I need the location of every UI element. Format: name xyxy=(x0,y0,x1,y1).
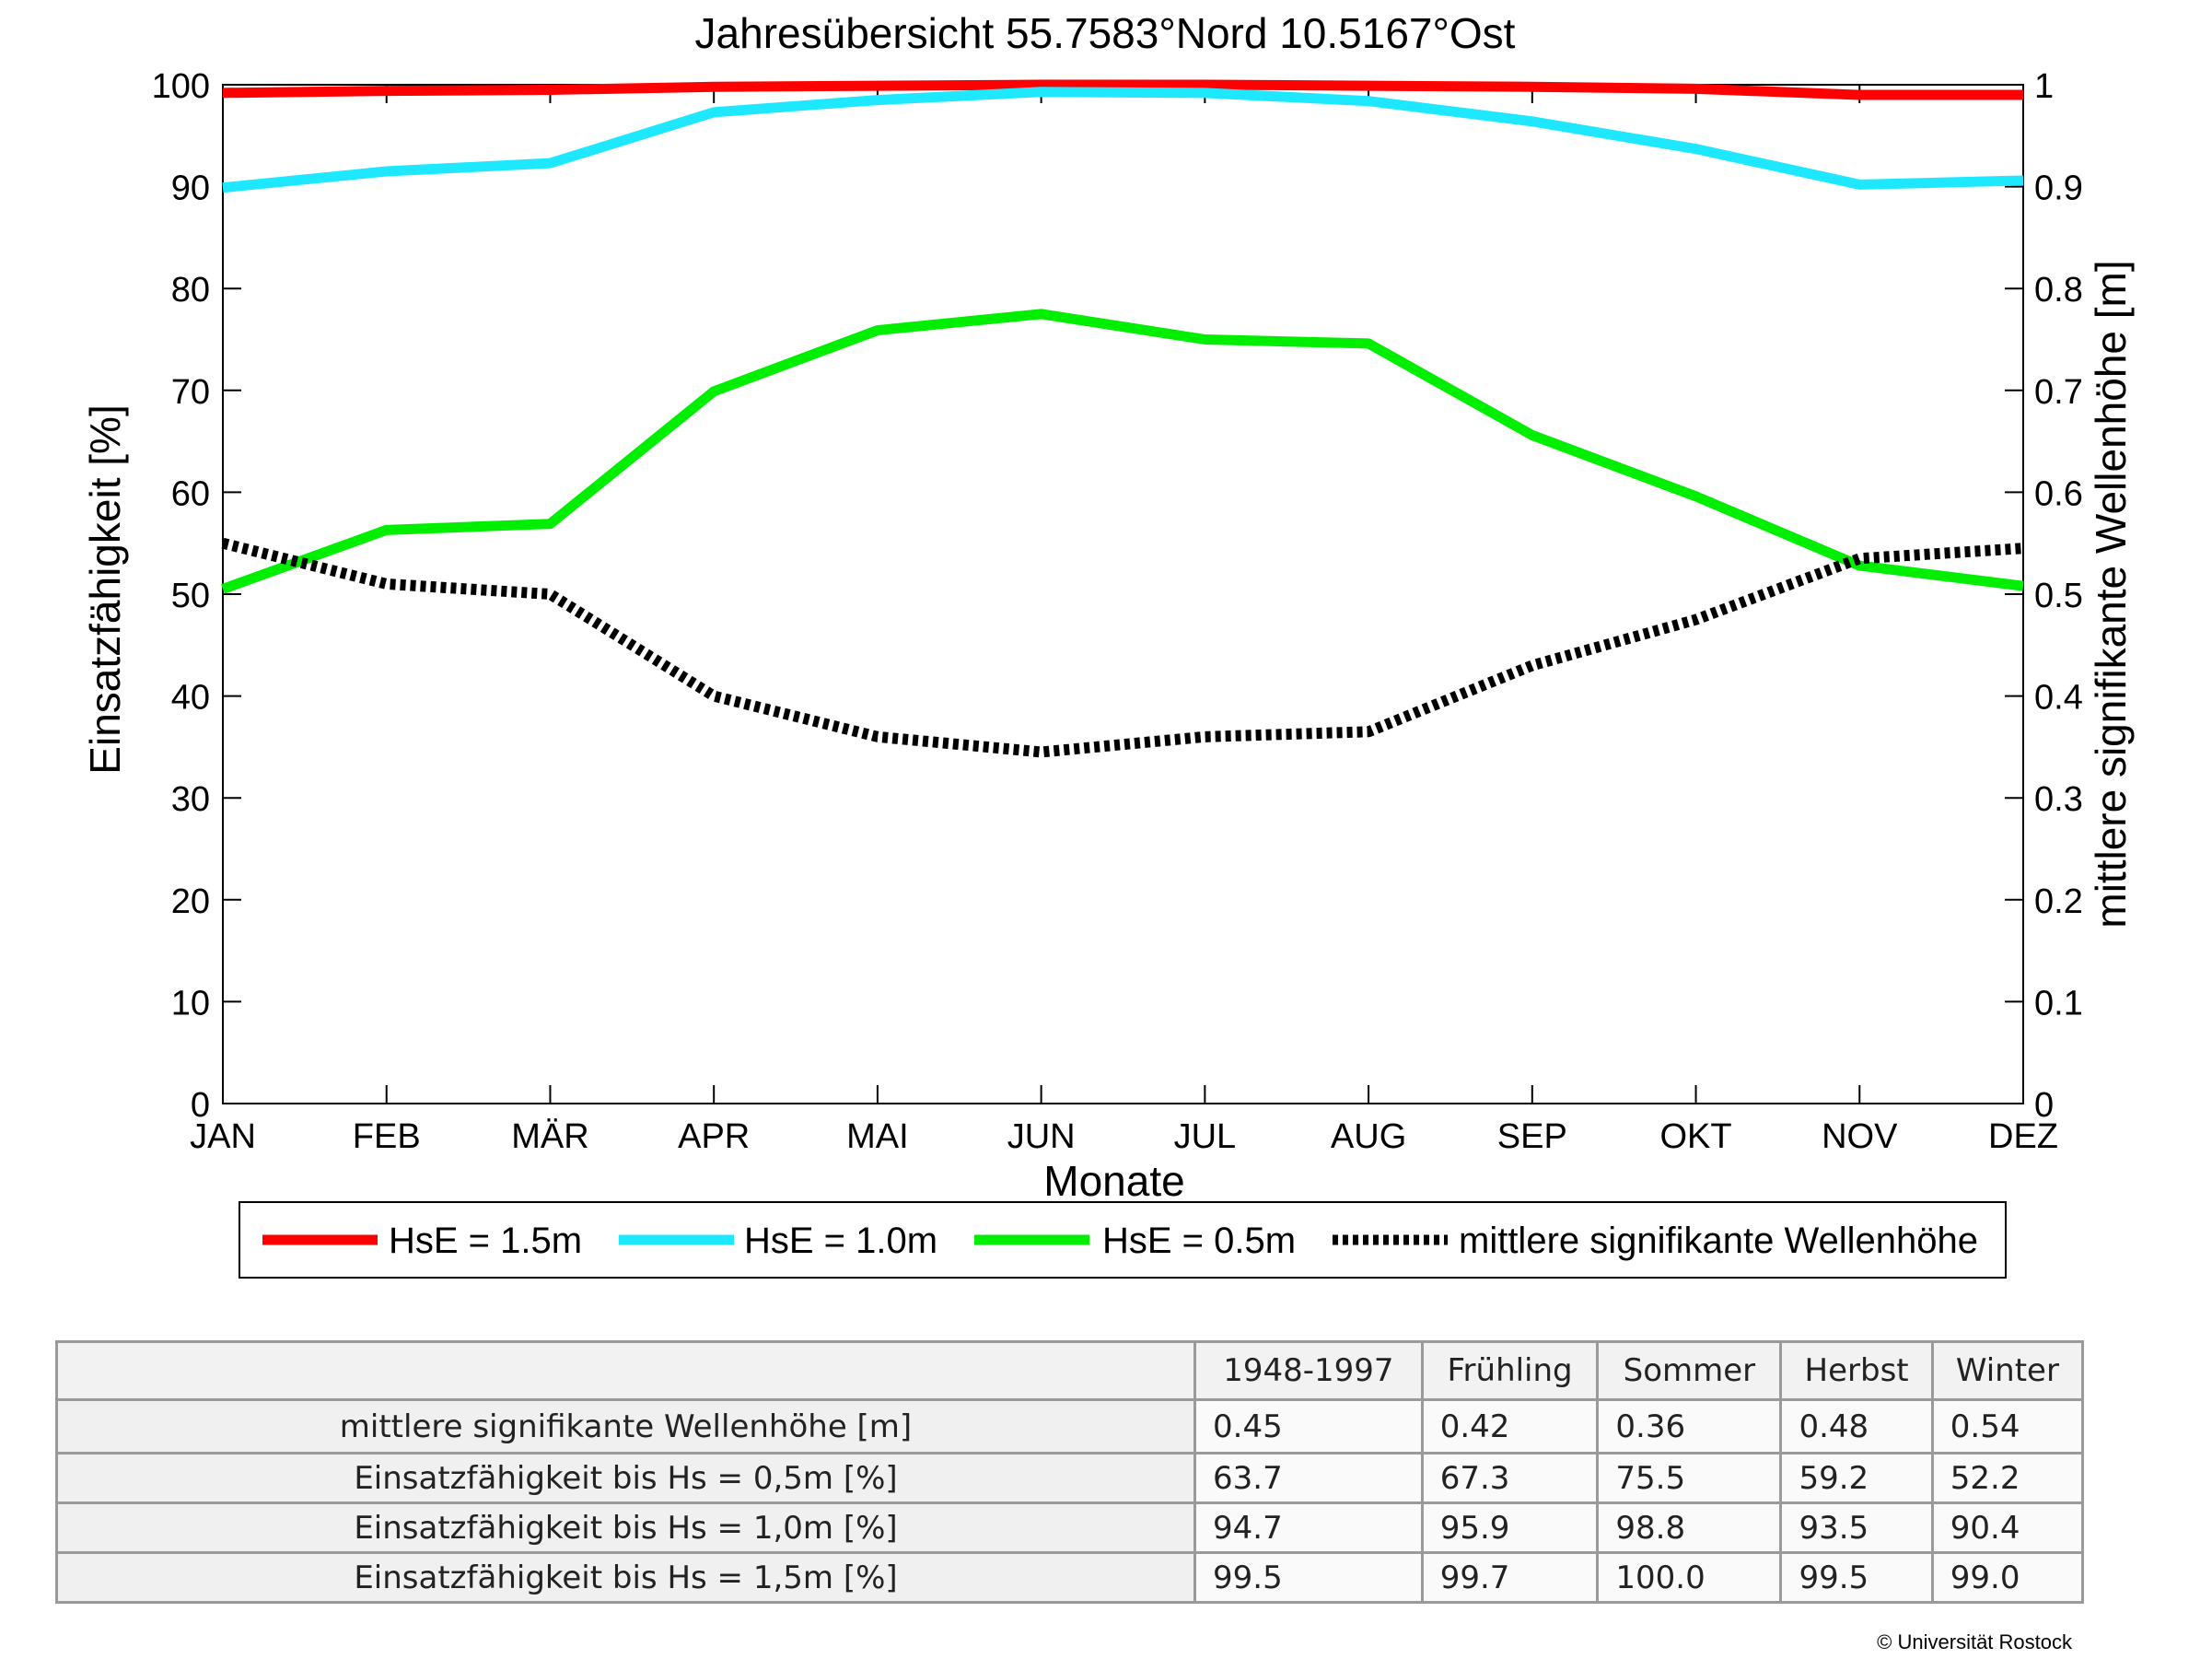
legend-box xyxy=(239,1201,2007,1279)
table-header-empty xyxy=(55,1340,1196,1401)
y-axis-right-label: mittlere signifikante Wellenhöhe [m] xyxy=(2087,260,2135,928)
table-row-label: Einsatzfähigkeit bis Hs = 1,5m [%] xyxy=(55,1551,1196,1604)
x-tick-label: AUG xyxy=(1331,1117,1406,1156)
table-cell: 63.7 xyxy=(1193,1452,1424,1504)
table-header-cell: 1948-1997 xyxy=(1193,1340,1424,1401)
table-cell: 0.48 xyxy=(1779,1398,1934,1455)
y-left-tick-label: 20 xyxy=(171,882,210,921)
x-tick-label: JUN xyxy=(1007,1117,1076,1156)
y-left-tick-label: 50 xyxy=(171,577,210,615)
y-right-tick-label: 0.6 xyxy=(2034,474,2083,513)
table-cell: 59.2 xyxy=(1779,1452,1934,1504)
y-left-tick-label: 0 xyxy=(191,1086,210,1125)
y-right-tick-label: 0.8 xyxy=(2034,271,2083,310)
x-tick-label: MÄR xyxy=(511,1117,588,1156)
statistics-table: 1948-1997 Frühling Sommer Herbst Winter … xyxy=(55,1340,2085,1604)
y-left-tick-label: 80 xyxy=(171,271,210,310)
y-right-tick-label: 0 xyxy=(2034,1086,2054,1125)
series-line xyxy=(221,309,2024,594)
x-tick-label: DEZ xyxy=(1988,1117,2058,1156)
series-line xyxy=(222,79,2023,100)
table-row: Einsatzfähigkeit bis Hs = 1,0m [%] 94.7 … xyxy=(55,1501,2085,1554)
table-cell: 99.0 xyxy=(1930,1551,2085,1604)
table-cell: 0.54 xyxy=(1930,1398,2085,1455)
x-tick-label: JAN xyxy=(190,1117,256,1156)
y-axis-left-label: Einsatzfähigkeit [%] xyxy=(81,404,129,774)
legend-label: mittlere signifikante Wellenhöhe xyxy=(1459,1221,1978,1261)
table-header-cell: Sommer xyxy=(1596,1340,1783,1401)
table-cell: 100.0 xyxy=(1596,1551,1783,1604)
y-right-tick-label: 0.2 xyxy=(2034,882,2083,921)
legend-label: HsE = 0.5m xyxy=(1102,1221,1296,1261)
y-left-tick-label: 100 xyxy=(152,67,210,106)
table-cell: 98.8 xyxy=(1596,1501,1783,1554)
table-cell: 99.5 xyxy=(1193,1551,1424,1604)
y-right-tick-label: 0.5 xyxy=(2034,577,2083,615)
series-line xyxy=(222,87,2024,193)
table-header-row: 1948-1997 Frühling Sommer Herbst Winter xyxy=(55,1340,2085,1401)
y-left-tick-label: 30 xyxy=(171,780,210,819)
table-cell: 99.5 xyxy=(1779,1551,1934,1604)
table-cell: 52.2 xyxy=(1930,1452,2085,1504)
table-row: mittlere signifikante Wellenhöhe [m] 0.4… xyxy=(55,1398,2085,1455)
chart-title: Jahresübersicht 55.7583°Nord 10.5167°Ost xyxy=(695,9,1516,57)
table-header-cell: Herbst xyxy=(1779,1340,1934,1401)
table-row: Einsatzfähigkeit bis Hs = 0,5m [%] 63.7 … xyxy=(55,1452,2085,1504)
table-cell: 94.7 xyxy=(1193,1501,1424,1554)
y-left-tick-label: 40 xyxy=(171,679,210,718)
y-right-tick-label: 0.3 xyxy=(2034,780,2083,819)
table-cell: 75.5 xyxy=(1596,1452,1783,1504)
y-right-tick-label: 1 xyxy=(2034,67,2054,106)
table-row: Einsatzfähigkeit bis Hs = 1,5m [%] 99.5 … xyxy=(55,1551,2085,1604)
y-left-tick-label: 70 xyxy=(171,373,210,412)
table-cell: 0.36 xyxy=(1596,1398,1783,1455)
series-group xyxy=(221,79,2024,758)
copyright-notice: © Universität Rostock xyxy=(1877,1630,2072,1653)
legend: HsE = 1.5m HsE = 1.0m HsE = 0.5m mittlere s… xyxy=(239,1201,2007,1279)
table-header-cell: Winter xyxy=(1930,1340,2085,1401)
table-row-label: Einsatzfähigkeit bis Hs = 1,0m [%] xyxy=(55,1501,1196,1554)
table-cell: 0.42 xyxy=(1420,1398,1600,1455)
y-left-tick-label: 60 xyxy=(171,474,210,513)
y-right-tick-label: 0.7 xyxy=(2034,373,2083,412)
table-cell: 67.3 xyxy=(1420,1452,1600,1504)
legend-label: HsE = 1.0m xyxy=(744,1221,937,1261)
y-right-tick-label: 0.4 xyxy=(2034,679,2083,718)
y-left-tick-label: 10 xyxy=(171,984,210,1022)
y-left-tick-label: 90 xyxy=(171,169,210,208)
x-tick-label: FEB xyxy=(353,1117,421,1156)
axes: 0 10 20 30 40 50 60 70 80 90 100 0 0.1 0.2 0.3 0.4 0.5 0.… xyxy=(152,67,2083,1156)
annual-chart: Jahresübersicht 55.7583°Nord 10.5167°Ost… xyxy=(81,9,2135,1279)
x-tick-label: JUL xyxy=(1174,1117,1237,1156)
legend-label: HsE = 1.5m xyxy=(389,1221,582,1261)
table-cell: 0.45 xyxy=(1193,1398,1424,1455)
table-row-label: mittlere signifikante Wellenhöhe [m] xyxy=(55,1398,1196,1455)
y-right-tick-label: 0.1 xyxy=(2034,984,2083,1022)
y-right-tick-label: 0.9 xyxy=(2034,169,2083,208)
x-tick-label: OKT xyxy=(1659,1117,1731,1156)
x-tick-label: MAI xyxy=(846,1117,909,1156)
table-header-cell: Frühling xyxy=(1420,1340,1600,1401)
table-cell: 99.7 xyxy=(1420,1551,1600,1604)
x-tick-label: SEP xyxy=(1497,1117,1567,1156)
x-tick-label: APR xyxy=(678,1117,750,1156)
series-line xyxy=(221,537,2024,758)
table-cell: 93.5 xyxy=(1779,1501,1934,1554)
x-axis-label: Monate xyxy=(1043,1157,1184,1205)
table-row-label: Einsatzfähigkeit bis Hs = 0,5m [%] xyxy=(55,1452,1196,1504)
table-cell: 90.4 xyxy=(1930,1501,2085,1554)
x-tick-label: NOV xyxy=(1822,1117,1898,1156)
table-cell: 95.9 xyxy=(1420,1501,1600,1554)
